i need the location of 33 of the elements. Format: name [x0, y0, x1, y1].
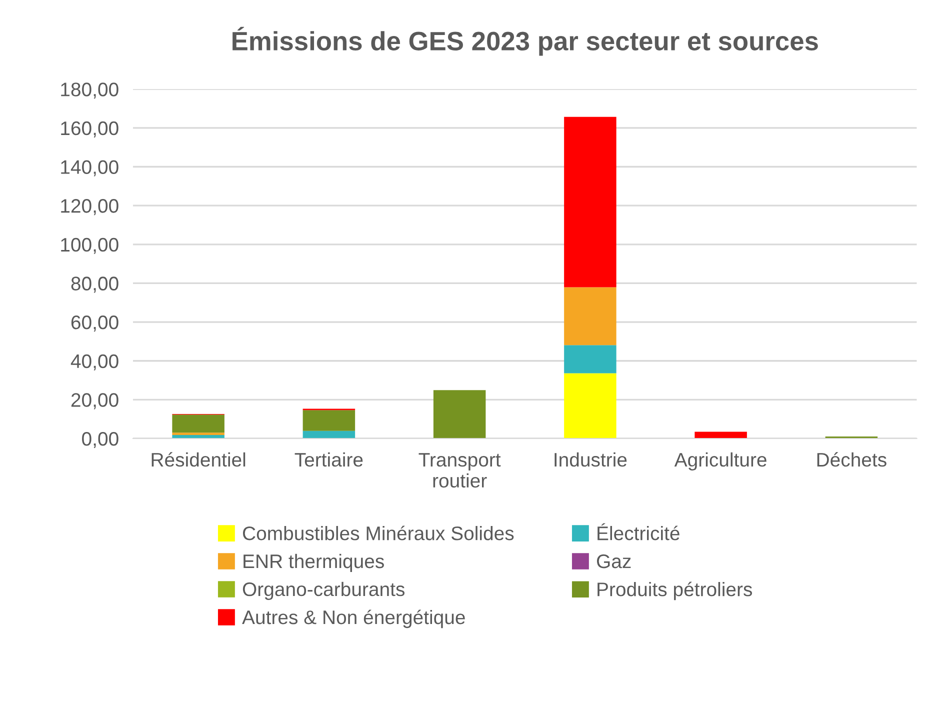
x-tick-label: Industrie	[554, 452, 627, 467]
y-tick-label: 80,00	[71, 276, 118, 293]
bar	[564, 116, 616, 288]
bar	[564, 345, 616, 374]
legend-label: ENR thermiques	[244, 554, 384, 572]
legend-label: Gaz	[596, 554, 631, 568]
bar	[564, 287, 616, 346]
bar	[433, 390, 486, 438]
legend-label: Produits pétroliers	[598, 582, 752, 600]
x-tick-label: Tertiaire	[294, 452, 363, 467]
y-tick-label: 140,00	[61, 160, 118, 176]
y-tick-label: 20,00	[71, 393, 118, 410]
y-tick-label: 40,00	[70, 354, 118, 370]
bar	[564, 373, 616, 438]
bar	[172, 414, 224, 433]
legend-label: Combustibles Minéraux Solides	[242, 526, 514, 540]
y-tick-label: 120,00	[61, 199, 118, 216]
y-tick-label: 60,00	[71, 316, 118, 332]
legend-label: Électricité	[598, 523, 680, 540]
bar	[302, 410, 356, 431]
x-tick-label: Résidentiel	[152, 452, 246, 467]
x-tick-label: Transport routier	[418, 453, 501, 488]
legend-label: Autres & Non énergétique	[242, 610, 465, 628]
chart-title: Émissions de GES 2023 par secteur et sources	[232, 26, 818, 56]
y-tick-label: 180,00	[61, 82, 118, 99]
y-tick-label: 0,00	[82, 432, 118, 448]
x-tick-label: Déchets	[817, 452, 886, 467]
x-tick-label: Agriculture	[674, 452, 766, 471]
legend-label: Organo-carburants	[242, 582, 405, 600]
y-tick-label: 100,00	[61, 238, 118, 254]
y-tick-label: 160,00	[61, 121, 118, 138]
bar	[302, 430, 356, 438]
bar	[694, 432, 747, 438]
